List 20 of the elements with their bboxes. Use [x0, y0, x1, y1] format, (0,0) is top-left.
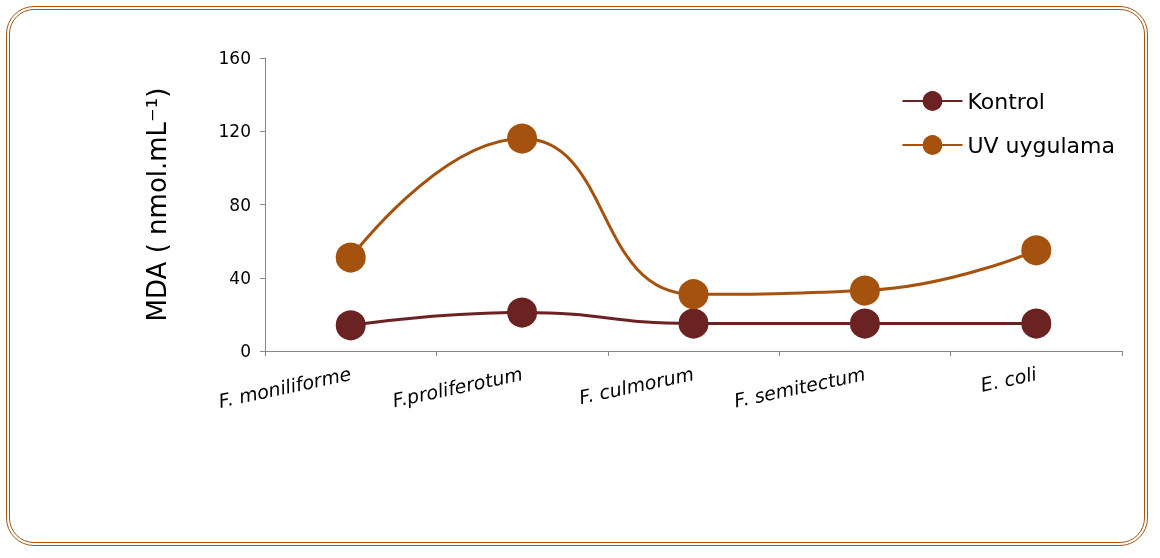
point	[849, 308, 880, 339]
point	[678, 308, 709, 339]
y-tick-label: 160	[218, 48, 251, 68]
x-tick-label: E. coli	[978, 362, 1040, 396]
point	[335, 242, 366, 273]
point	[678, 279, 709, 310]
y-tick-label: 80	[229, 194, 251, 215]
point	[1021, 235, 1052, 266]
x-tick-label: F. culmorum	[577, 362, 696, 409]
y-tick-label: 120	[218, 121, 251, 142]
y-tick-label: 40	[229, 267, 251, 288]
legend-label: Kontrol	[967, 88, 1045, 114]
point	[335, 310, 366, 341]
point	[507, 123, 538, 154]
point	[1021, 308, 1052, 339]
point	[849, 275, 880, 306]
y-tick-label: 0	[240, 341, 251, 361]
legend-label: UV uygulama	[967, 132, 1116, 158]
y-axis-title: MDA ( nmol.mL⁻¹)	[142, 87, 172, 322]
point	[507, 297, 538, 328]
